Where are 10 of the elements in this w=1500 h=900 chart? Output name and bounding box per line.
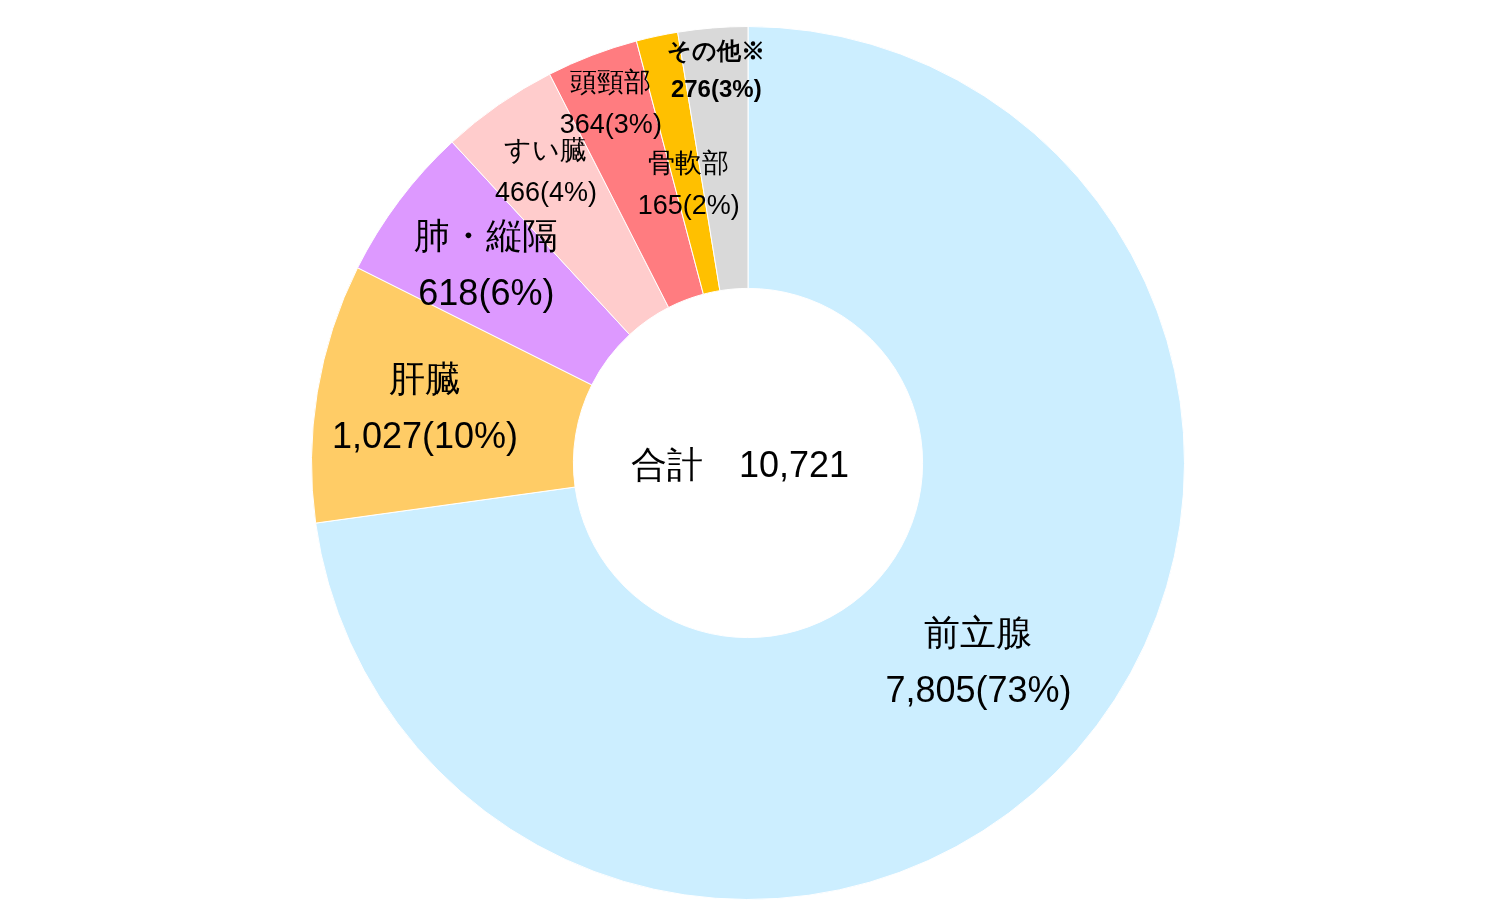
data-label: 1,027(10%)	[331, 415, 519, 457]
slice-label: 肝臓	[388, 358, 461, 400]
data-label: 618(6%)	[418, 271, 555, 313]
text: 合計 10,721	[630, 443, 850, 485]
data-label: 165(2%)	[637, 189, 740, 220]
data-label: 466(4%)	[494, 177, 597, 208]
slice-label: 頭頸部	[570, 66, 652, 97]
data-label: 7,805(73%)	[885, 669, 1072, 711]
slice-label: 前立腺	[924, 612, 1033, 654]
slice-label: 肺・縦隔	[414, 214, 559, 256]
